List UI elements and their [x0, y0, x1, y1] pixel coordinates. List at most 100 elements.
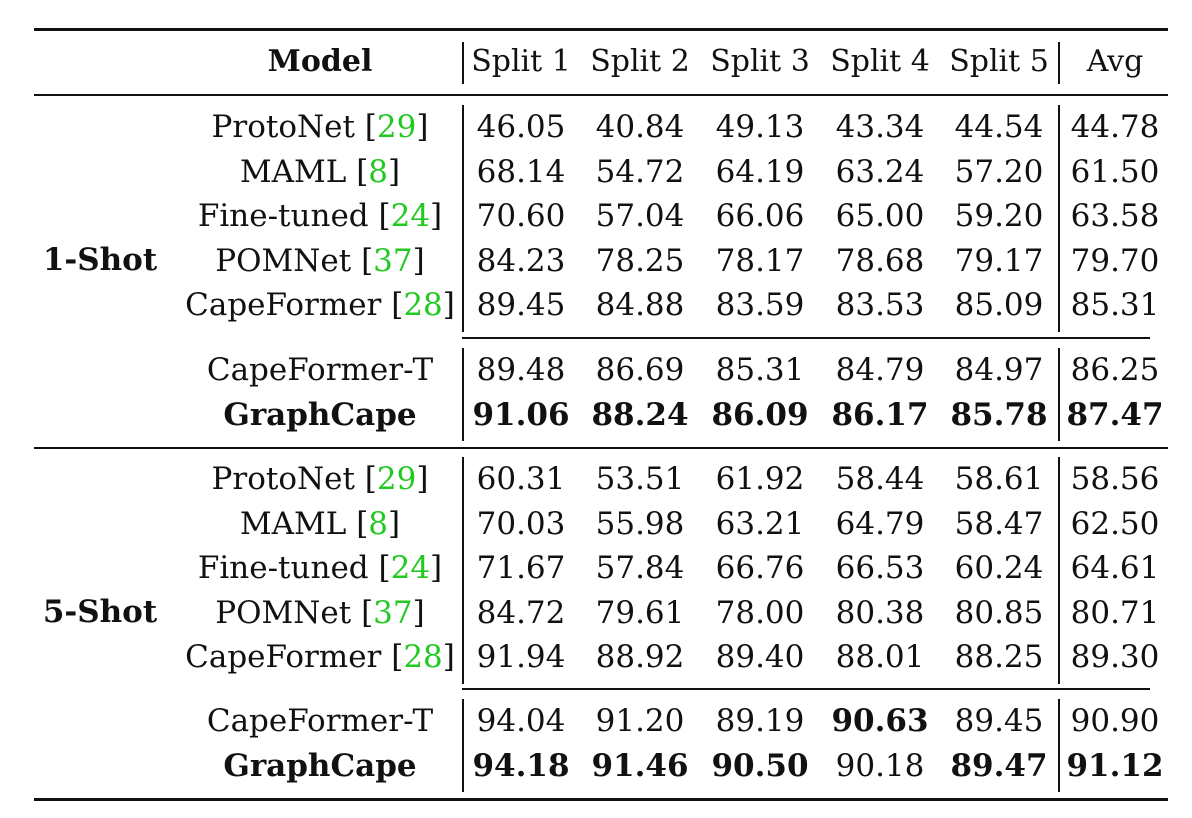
- citation-link[interactable]: 24: [390, 550, 431, 587]
- citation-link[interactable]: 28: [403, 639, 443, 676]
- avg-value: 90.90: [1070, 703, 1160, 739]
- split-value: 60.24: [954, 550, 1044, 587]
- header-split-3: Split 3: [710, 44, 810, 79]
- split-value: 89.40: [715, 639, 805, 676]
- model-name-text: GraphCape: [223, 747, 417, 784]
- split-value: 91.94: [476, 639, 566, 676]
- split-value: 64.19: [715, 153, 805, 190]
- split-value: 59.20: [954, 198, 1044, 235]
- split-value: 58.61: [954, 461, 1044, 497]
- split-value: 79.17: [954, 242, 1044, 279]
- split-value: 43.34: [835, 109, 925, 145]
- citation-link[interactable]: 24: [390, 198, 431, 235]
- split-value: 66.53: [835, 550, 925, 587]
- shot-label: 1-Shot: [42, 242, 158, 278]
- split-value: 94.04: [476, 703, 566, 739]
- group-vrule-right: [1058, 457, 1060, 684]
- model-name: Fine-tuned [24]: [197, 198, 443, 235]
- split-value: 57.04: [595, 198, 685, 235]
- avg-value: 85.31: [1070, 287, 1160, 324]
- avg-value: 86.25: [1070, 352, 1160, 388]
- block-rule: [34, 447, 1168, 449]
- model-name-text: CapeFormer-T: [206, 703, 434, 739]
- top-rule: [34, 28, 1168, 31]
- avg-value: 63.58: [1070, 198, 1160, 235]
- split-value: 85.09: [954, 287, 1044, 324]
- split-value: 84.88: [595, 287, 685, 324]
- citation-link[interactable]: 28: [403, 287, 443, 324]
- split-value: 68.14: [476, 153, 566, 190]
- avg-value: 79.70: [1070, 242, 1160, 279]
- group-vrule-right: [1058, 105, 1060, 332]
- split-value: 78.00: [715, 594, 805, 631]
- model-name: CapeFormer [28]: [185, 639, 455, 676]
- split-value: 54.72: [595, 153, 685, 190]
- avg-value: 64.61: [1070, 550, 1160, 587]
- model-name: POMNet [37]: [215, 594, 425, 631]
- split-value: 83.59: [715, 287, 805, 324]
- split-value: 90.63: [831, 703, 929, 739]
- citation-link[interactable]: 37: [373, 242, 413, 279]
- header-vrule-right: [1058, 42, 1060, 84]
- split-value: 84.72: [476, 594, 566, 631]
- header-split-1: Split 1: [471, 44, 571, 79]
- split-value: 64.79: [835, 505, 925, 542]
- split-value: 86.17: [831, 396, 929, 433]
- split-value: 94.18: [472, 747, 570, 784]
- citation-link[interactable]: 29: [376, 461, 417, 497]
- split-value: 58.47: [954, 505, 1044, 542]
- split-value: 89.47: [950, 747, 1048, 784]
- group-vrule-left: [462, 699, 464, 793]
- model-name: MAML [8]: [239, 505, 401, 542]
- model-name-text: CapeFormer: [185, 287, 382, 324]
- split-value: 80.38: [835, 594, 925, 631]
- split-value: 79.61: [595, 594, 685, 631]
- group-vrule-left: [462, 457, 464, 684]
- citation-link[interactable]: 8: [368, 505, 389, 542]
- citation-link[interactable]: 29: [376, 109, 417, 145]
- split-value: 86.09: [711, 396, 809, 433]
- group-vrule-right: [1058, 348, 1060, 442]
- model-name: MAML [8]: [239, 153, 401, 190]
- model-name-text: POMNet: [215, 242, 352, 279]
- model-name: POMNet [37]: [215, 242, 425, 279]
- shot-label: 5-Shot: [42, 594, 158, 630]
- split-value: 57.84: [595, 550, 685, 587]
- split-value: 89.45: [476, 287, 566, 324]
- split-value: 86.69: [595, 352, 685, 388]
- split-value: 91.20: [595, 703, 685, 739]
- split-value: 63.21: [715, 505, 805, 542]
- model-name: Fine-tuned [24]: [197, 550, 443, 587]
- split-value: 49.13: [715, 109, 805, 145]
- split-value: 85.78: [950, 396, 1048, 433]
- split-value: 80.85: [954, 594, 1044, 631]
- model-name-text: Fine-tuned: [197, 550, 369, 587]
- model-name-text: CapeFormer: [185, 639, 382, 676]
- split-value: 58.44: [835, 461, 925, 497]
- citation-link[interactable]: 37: [373, 594, 413, 631]
- header-split-4: Split 4: [830, 44, 930, 79]
- split-value: 57.20: [954, 153, 1044, 190]
- avg-value: 58.56: [1070, 461, 1160, 497]
- model-name-text: Fine-tuned: [197, 198, 369, 235]
- split-value: 70.60: [476, 198, 566, 235]
- split-value: 40.84: [595, 109, 685, 145]
- split-value: 84.97: [954, 352, 1044, 388]
- split-value: 89.48: [476, 352, 566, 388]
- model-name-text: ProtoNet: [211, 461, 355, 497]
- header-split-5: Split 5: [949, 44, 1049, 79]
- split-value: 53.51: [595, 461, 685, 497]
- citation-link[interactable]: 8: [368, 153, 389, 190]
- split-value: 66.06: [715, 198, 805, 235]
- split-value: 89.19: [715, 703, 805, 739]
- split-value: 89.45: [954, 703, 1044, 739]
- split-value: 66.76: [715, 550, 805, 587]
- split-value: 46.05: [476, 109, 566, 145]
- split-value: 84.79: [835, 352, 925, 388]
- split-value: 78.68: [835, 242, 925, 279]
- header-rule: [34, 94, 1168, 96]
- model-name: CapeFormer-T: [207, 701, 433, 741]
- avg-value: 89.30: [1070, 639, 1160, 676]
- header-vrule-left: [462, 42, 464, 84]
